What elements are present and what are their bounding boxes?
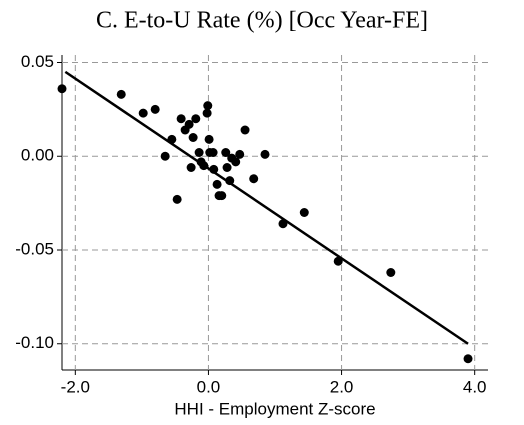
point (160, 151, 170, 161)
y-tick-label: -0.05 (15, 239, 54, 258)
point (203, 101, 213, 111)
point (116, 89, 126, 99)
x-tick-label: 0.0 (197, 377, 221, 396)
point (386, 268, 396, 277)
point (212, 179, 222, 189)
point (208, 148, 218, 157)
x-tick-label: 2.0 (330, 377, 354, 396)
point (191, 114, 201, 124)
fit-line (64, 70, 469, 345)
point (299, 208, 309, 217)
x-tick-label: -2.0 (61, 377, 90, 396)
point (217, 191, 227, 201)
point (186, 163, 196, 172)
point (235, 149, 245, 159)
point (221, 148, 231, 157)
point (249, 174, 259, 184)
point (222, 163, 232, 172)
point (57, 84, 67, 94)
point (172, 194, 182, 204)
point (184, 119, 194, 129)
point (260, 149, 270, 159)
point (204, 134, 214, 144)
point (138, 108, 148, 118)
y-tick-label: 0.05 (21, 52, 54, 71)
x-tick-label: 4.0 (463, 377, 487, 396)
point (231, 157, 241, 167)
point (150, 104, 160, 114)
point (463, 354, 473, 364)
point (188, 133, 198, 142)
x-axis-label: HHI - Employment Z-score (174, 399, 375, 418)
y-tick-label: 0.00 (21, 146, 54, 165)
point (194, 148, 204, 157)
point (240, 125, 250, 135)
point (225, 176, 235, 186)
point (202, 108, 212, 118)
y-tick-label: -0.10 (15, 333, 54, 352)
chart-title: C. E-to-U Rate (%) [Occ Year-FE] (96, 8, 428, 34)
point (176, 114, 186, 124)
